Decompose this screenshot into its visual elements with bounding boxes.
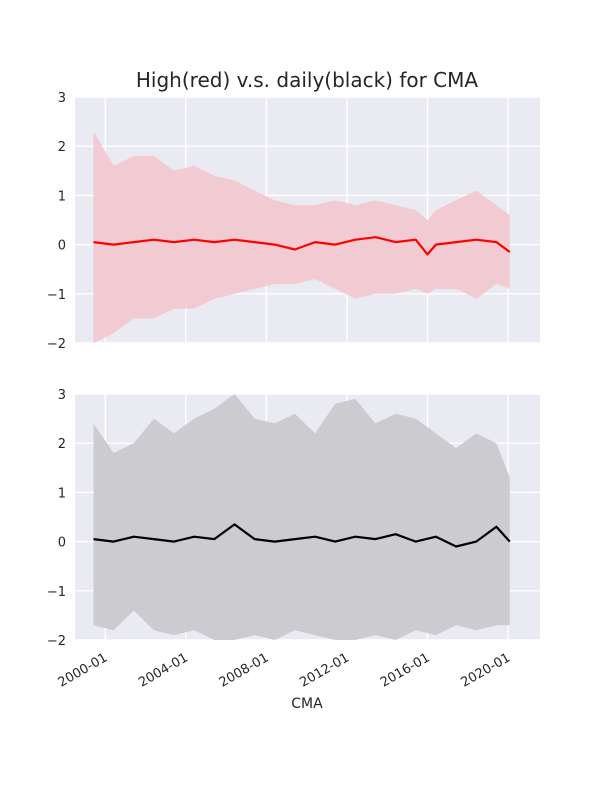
top-range-band — [93, 131, 510, 343]
y-tick-label: 0 — [58, 536, 66, 551]
y-tick-label: −1 — [47, 288, 66, 303]
y-tick-label: 3 — [58, 91, 66, 106]
chart-title: High(red) v.s. daily(black) for CMA — [136, 68, 479, 92]
y-tick-label: 0 — [58, 239, 66, 254]
x-tick-label: 2012-01 — [297, 650, 352, 690]
x-tick-labels: 2000-01 2004-01 2008-01 2012-01 2016-01 … — [56, 650, 513, 690]
y-tick-label: 3 — [58, 388, 66, 403]
y-tick-label: −2 — [47, 337, 66, 352]
bottom-panel: 3 2 1 0 −1 −2 2000-01 2004-01 2008-01 20… — [47, 388, 540, 712]
y-tick-label: 2 — [58, 437, 66, 452]
y-tick-label: 1 — [58, 189, 66, 204]
y-tick-label: −2 — [47, 634, 66, 649]
y-tick-label: 1 — [58, 486, 66, 501]
top-panel: 3 2 1 0 −1 −2 — [47, 91, 540, 352]
x-tick-label: 2004-01 — [136, 650, 191, 690]
x-tick-label: 2020-01 — [459, 650, 514, 690]
x-tick-label: 2016-01 — [378, 650, 433, 690]
bottom-mean-line — [93, 523, 511, 548]
y-tick-label: −1 — [47, 585, 66, 600]
bottom-y-tick-labels: 3 2 1 0 −1 −2 — [47, 388, 66, 649]
x-tick-label: 2000-01 — [56, 650, 111, 690]
x-tick-label: 2008-01 — [217, 650, 272, 690]
y-tick-label: 2 — [58, 140, 66, 155]
bottom-range-band — [93, 394, 510, 640]
top-mean-line — [93, 236, 511, 256]
x-axis-label: CMA — [291, 696, 323, 712]
top-y-tick-labels: 3 2 1 0 −1 −2 — [47, 91, 66, 352]
